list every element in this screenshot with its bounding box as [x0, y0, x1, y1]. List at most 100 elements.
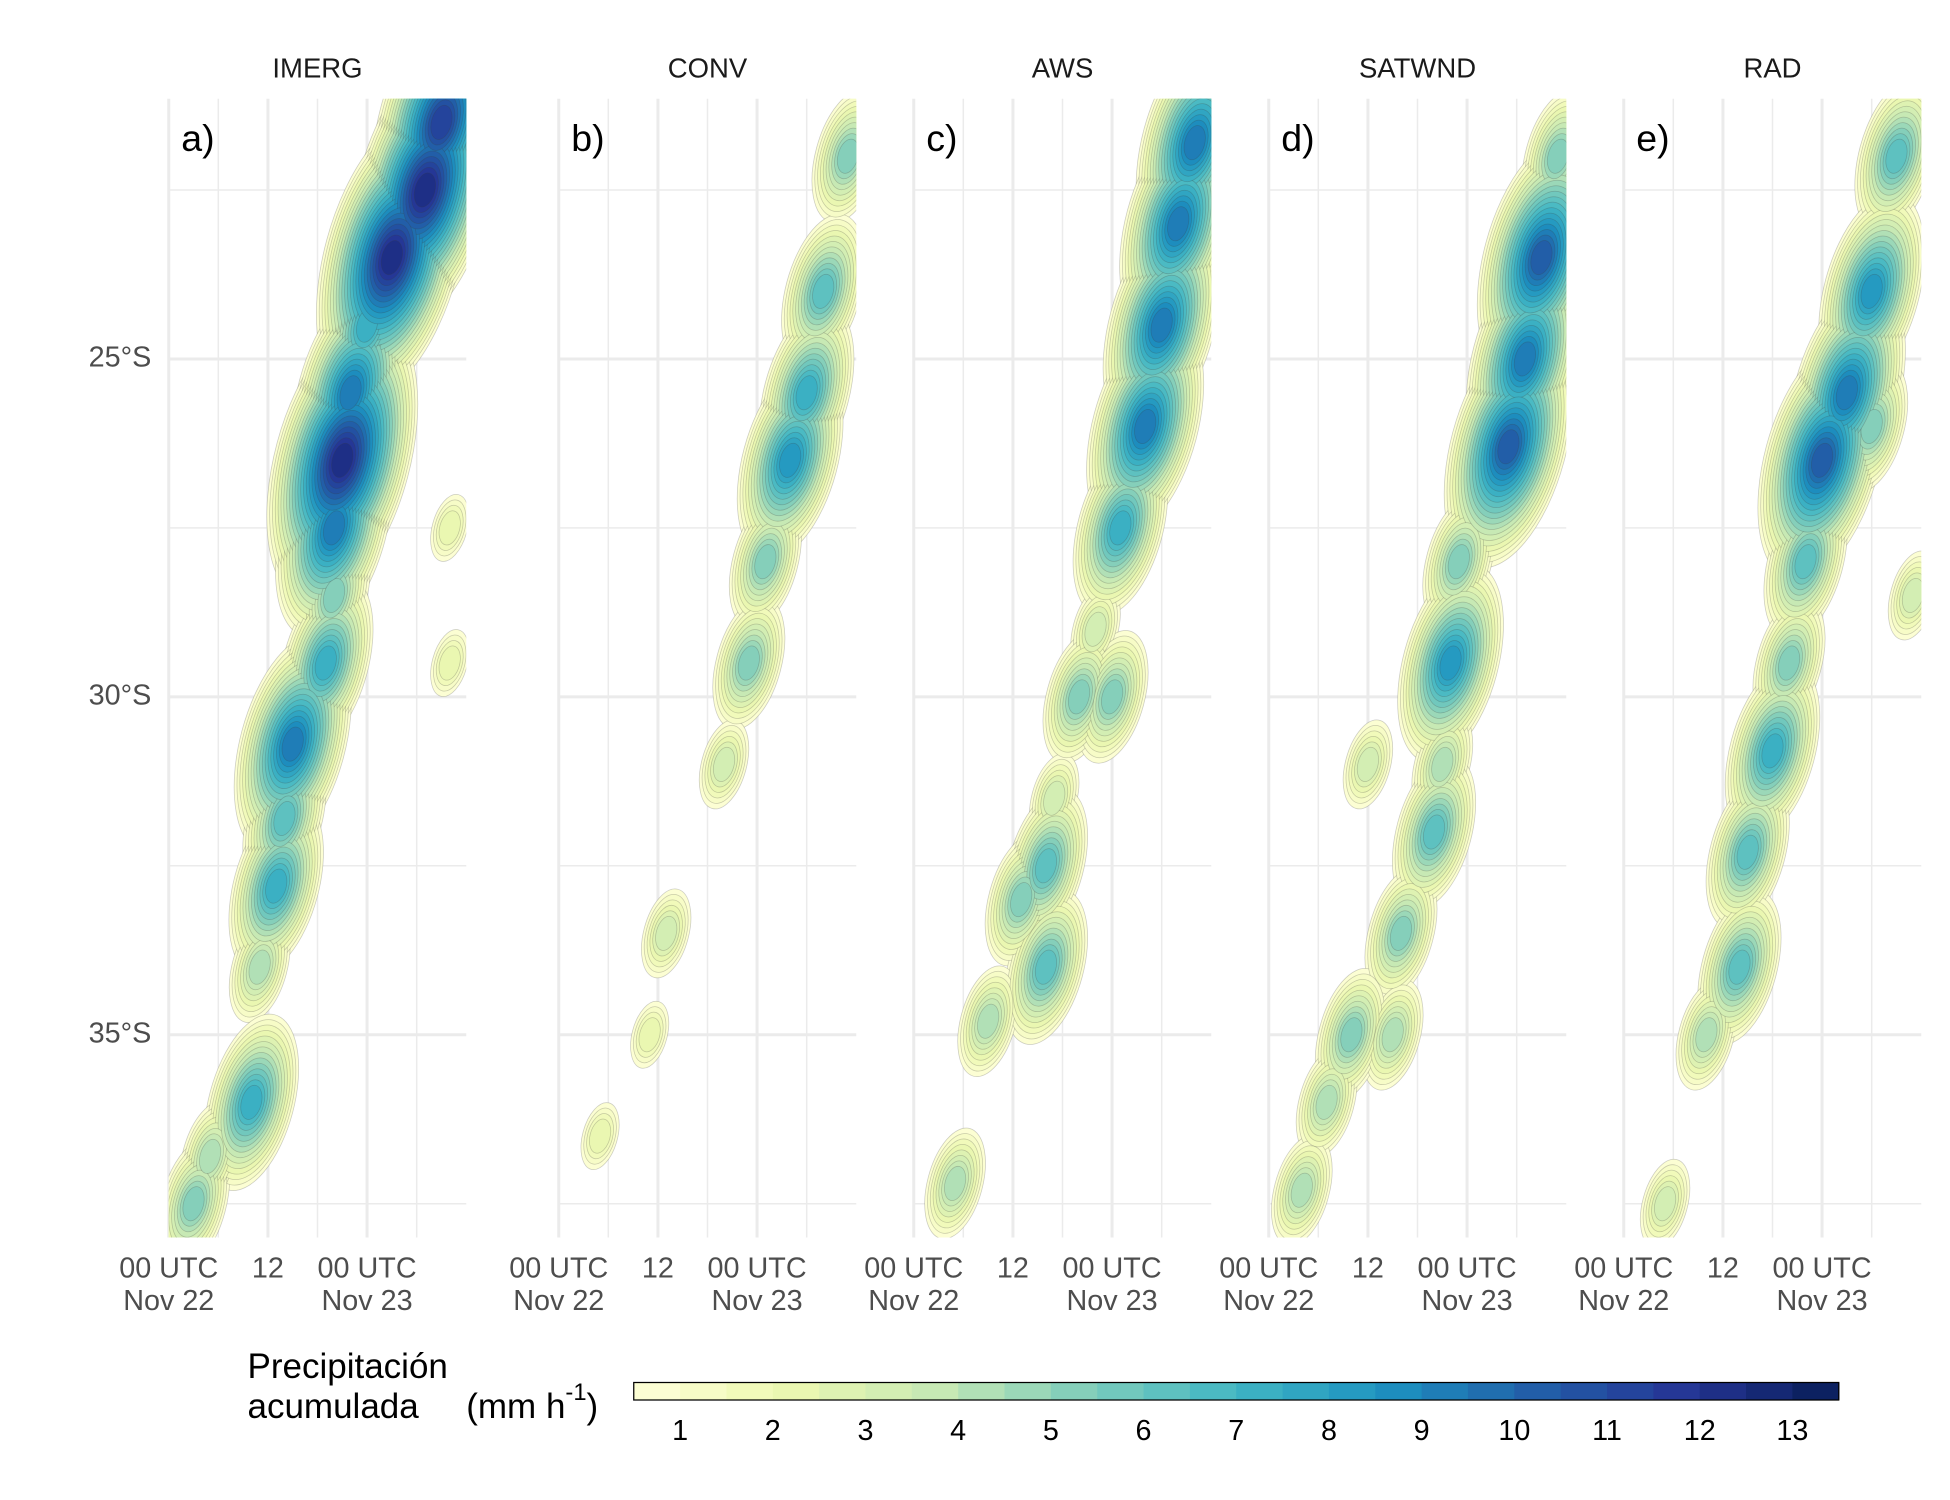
contour-level	[1010, 882, 1033, 918]
x-tick-label: Nov 23	[1067, 1285, 1158, 1317]
contour-level	[1422, 814, 1446, 850]
colorbar-tick-label: 7	[1228, 1415, 1244, 1447]
x-tick-label: Nov 23	[322, 1285, 413, 1317]
contour-level	[273, 801, 296, 836]
colorbar-step	[1746, 1382, 1794, 1400]
panel-label: c)	[926, 117, 957, 159]
contour-level	[754, 544, 777, 580]
contour-level	[795, 375, 818, 411]
x-tick-label: 00 UTC	[318, 1253, 417, 1285]
colorbar-tick-label: 10	[1498, 1415, 1530, 1447]
colorbar-tick-label: 9	[1414, 1415, 1430, 1447]
panel-title: IMERG	[272, 52, 362, 83]
colorbar-tick-label: 5	[1043, 1415, 1059, 1447]
x-tick-label: 12	[997, 1253, 1029, 1285]
contour-level	[339, 375, 362, 411]
legend-title: Precipitación	[248, 1347, 448, 1386]
colorbar-step	[1421, 1382, 1469, 1400]
contour-level	[1447, 544, 1470, 580]
x-tick-label: 00 UTC	[1219, 1253, 1318, 1285]
panel-label: d)	[1281, 117, 1314, 159]
x-tick-label: Nov 22	[868, 1285, 959, 1317]
colorbar-step	[1375, 1382, 1423, 1400]
colorbar-tick-label: 3	[857, 1415, 873, 1447]
contour-level	[1439, 645, 1462, 681]
contour-level	[1389, 915, 1413, 951]
contour-level	[1546, 138, 1567, 174]
contour-level	[430, 104, 453, 140]
x-tick-label: 12	[1707, 1253, 1739, 1285]
panel-title: AWS	[1032, 52, 1094, 83]
contour-level	[265, 868, 288, 904]
colorbar-step	[1467, 1382, 1515, 1400]
colorbar-step	[633, 1382, 681, 1400]
contour-level	[1811, 442, 1834, 478]
contour-level	[1761, 733, 1784, 769]
contour-level	[944, 1165, 967, 1201]
y-tick-label: 30°S	[89, 679, 152, 711]
colorbar-tick-label: 13	[1776, 1415, 1808, 1447]
contour-field	[924, 98, 1212, 1238]
contour-level	[1794, 544, 1817, 580]
contour-level	[182, 1186, 205, 1222]
x-tick-label: Nov 22	[123, 1285, 214, 1317]
colorbar-tick-label: 1	[672, 1415, 688, 1447]
contour-level	[812, 273, 835, 309]
contour-level	[322, 510, 346, 546]
contour-level	[779, 442, 802, 478]
x-tick-label: 00 UTC	[864, 1253, 963, 1285]
contour-field	[580, 98, 857, 1171]
unit-part: (mm h	[466, 1387, 565, 1426]
contour-level	[1084, 611, 1107, 647]
colorbar-step	[1653, 1382, 1701, 1400]
x-tick-label: Nov 23	[712, 1285, 803, 1317]
x-tick-label: Nov 22	[1223, 1285, 1314, 1317]
contour-level	[380, 240, 403, 276]
contour-level	[836, 138, 857, 174]
x-tick-label: 12	[1352, 1253, 1384, 1285]
colorbar-tick-label: 4	[950, 1415, 966, 1447]
x-tick-label: 00 UTC	[1063, 1253, 1162, 1285]
colorbar-step	[1143, 1382, 1191, 1400]
contour-level	[248, 949, 271, 985]
y-tick-label: 25°S	[89, 342, 152, 374]
contour-level	[1901, 577, 1922, 613]
contour-level	[1431, 746, 1454, 782]
contour-level	[1835, 375, 1858, 411]
contour-level	[1315, 1084, 1338, 1120]
panel-label: e)	[1636, 117, 1669, 159]
contour-level	[1034, 848, 1058, 884]
contour-level	[1167, 206, 1190, 242]
contour-level	[1654, 1186, 1677, 1222]
colorbar-step	[1236, 1382, 1284, 1400]
colorbar-step	[958, 1382, 1006, 1400]
colorbar-step	[772, 1382, 820, 1400]
x-tick-label: 00 UTC	[708, 1253, 807, 1285]
panel-title: CONV	[668, 52, 748, 83]
contour-level	[1860, 273, 1883, 309]
colorbar-step	[1189, 1382, 1237, 1400]
panel-label: b)	[571, 117, 604, 159]
contour-level	[413, 172, 436, 208]
contour-level	[1497, 429, 1520, 465]
contour-level	[1101, 679, 1124, 715]
colorbar-step	[819, 1382, 867, 1400]
colorbar-tick-label: 8	[1321, 1415, 1337, 1447]
colorbar-tick-label: 2	[765, 1415, 781, 1447]
colorbar-step	[1328, 1382, 1376, 1400]
contour-level	[1067, 679, 1091, 715]
colorbar-step	[1004, 1382, 1052, 1400]
contour-field	[1639, 98, 1922, 1238]
x-tick-label: Nov 23	[1422, 1285, 1513, 1317]
panel-title: RAD	[1743, 52, 1801, 83]
contour-level	[240, 1084, 263, 1120]
contour-level	[438, 510, 461, 546]
colorbar-tick-label: 11	[1592, 1415, 1622, 1447]
colorbar-step	[1560, 1382, 1608, 1400]
colorbar-step	[1607, 1382, 1654, 1400]
contour-level	[1777, 645, 1801, 681]
colorbar-step	[1792, 1382, 1840, 1400]
contour-level	[1885, 138, 1908, 174]
colorbar-tick-label: 12	[1684, 1415, 1716, 1447]
